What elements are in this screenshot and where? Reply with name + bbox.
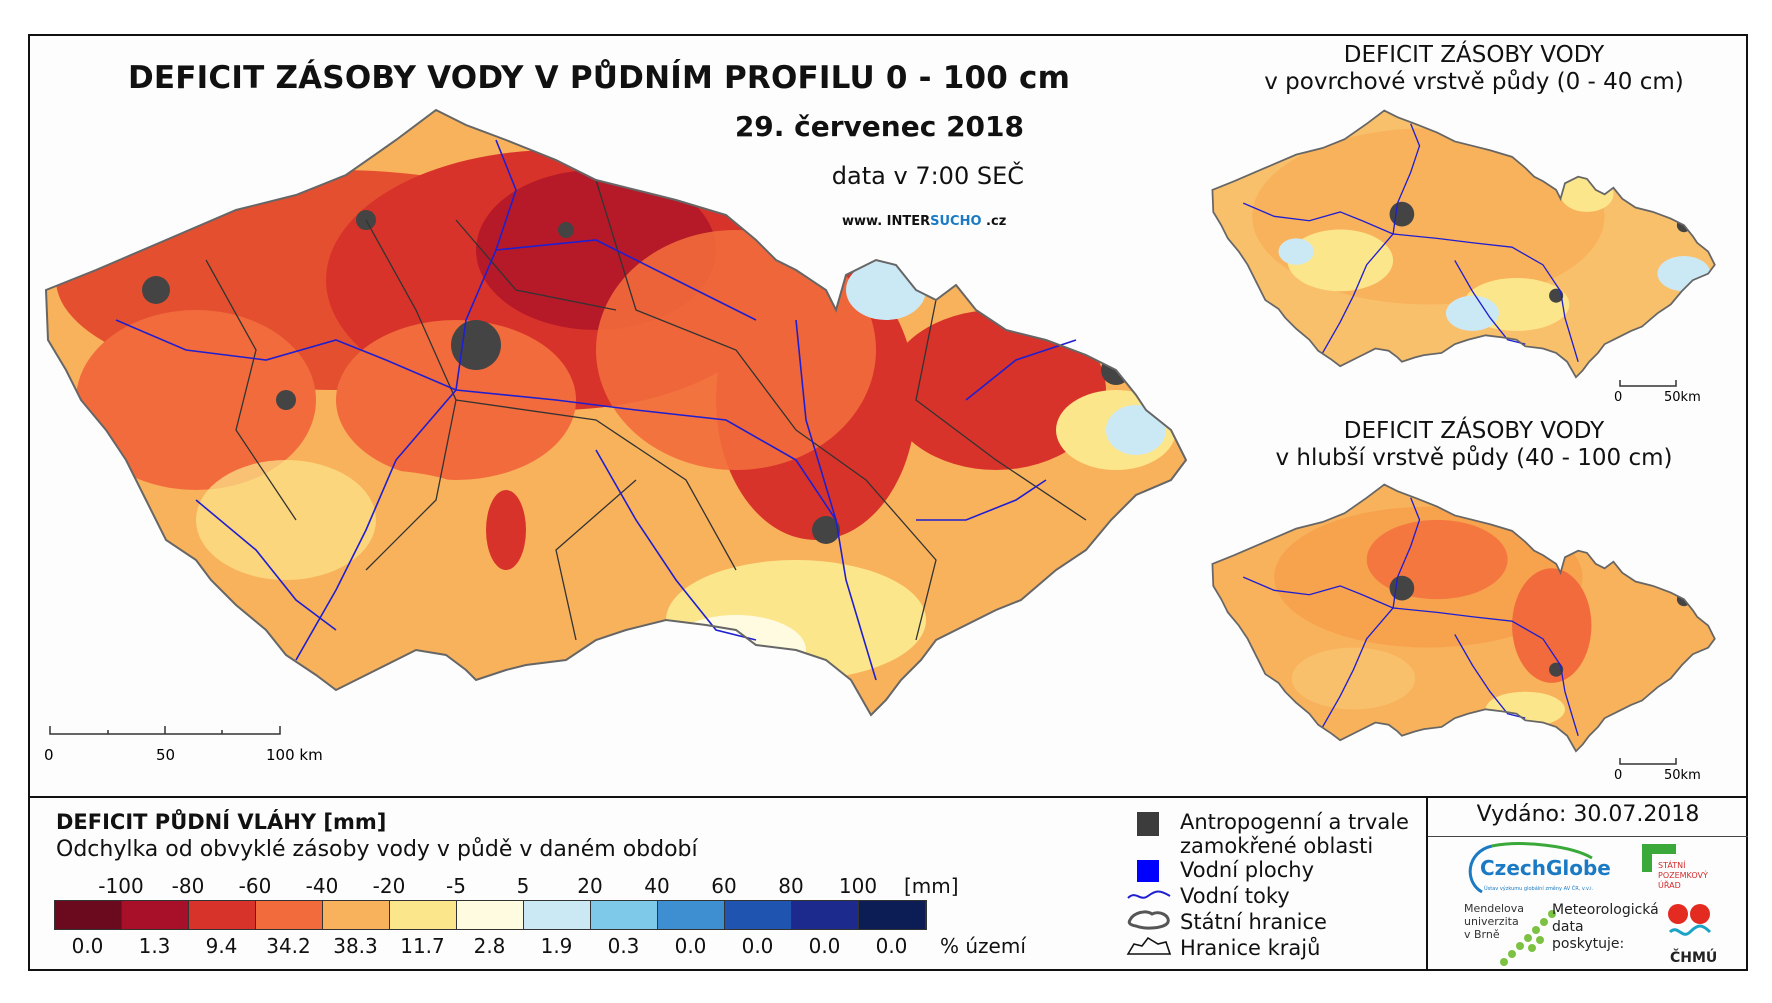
meteo-line-2: data	[1552, 919, 1584, 935]
legend-color-2	[189, 901, 256, 929]
issued-date: Vydáno: 30.07.2018	[1476, 802, 1700, 827]
inset-bottom-scale: 0 50km	[1614, 758, 1701, 783]
legend-percentage: 0.0	[875, 934, 908, 958]
main-scale-bar	[49, 726, 281, 735]
legend-tick: -60	[238, 874, 272, 898]
legend-percentage: 9.4	[205, 934, 238, 958]
legend-tick: -80	[171, 874, 205, 898]
legend-tick: 40	[644, 874, 670, 898]
legend-percentage: 38.3	[333, 934, 378, 958]
meteo-line-1: Meteorologická	[1552, 902, 1659, 918]
inset-top-title: DEFICIT ZÁSOBY VODY v povrchové vrstvě p…	[1214, 42, 1734, 96]
legend-color-6	[457, 901, 524, 929]
legend-color-9	[658, 901, 725, 929]
region-border-icon	[1126, 936, 1172, 955]
main-scale-100: 100 km	[266, 746, 323, 764]
spu-line-1: STÁTNÍ	[1658, 859, 1686, 870]
website-label[interactable]: www. INTERSUCHO .cz	[842, 214, 1006, 229]
website-highlight: SUCHO	[930, 214, 982, 229]
water-bodies-swatch	[1137, 860, 1159, 882]
inset-bottom-title: DEFICIT ZÁSOBY VODY v hlubší vrstvě půdy…	[1214, 418, 1734, 472]
website-prefix: www. INTER	[842, 214, 931, 229]
legend-tick: 20	[577, 874, 603, 898]
water-bodies-label: Vodní plochy	[1180, 858, 1315, 882]
anthropogenic-swatch	[1137, 812, 1159, 836]
spu-logo: STÁTNÍ POZEMKOVÝ ÚŘAD	[1642, 844, 1708, 890]
legend-percentage: 0.0	[741, 934, 774, 958]
legend-color-10	[725, 901, 792, 929]
legend-tick: -5	[446, 874, 466, 898]
inset-bottom-scale-0: 0	[1614, 768, 1622, 783]
rivers-label: Vodní toky	[1180, 884, 1290, 908]
legend-subtitle: Odchylka od obvyklé zásoby vody v půdě v…	[56, 837, 698, 862]
inset-top-scale-0: 0	[1614, 390, 1622, 405]
map-title: DEFICIT ZÁSOBY VODY V PŮDNÍM PROFILU 0 -…	[128, 60, 1071, 96]
legend-colorbar	[54, 900, 927, 930]
legend-color-1	[122, 901, 189, 929]
czechglobe-subtitle: Ústav výzkumu globální změny AV ČR, v.v.…	[1484, 885, 1594, 892]
legend-percentage: 2.8	[473, 934, 506, 958]
legend-divider	[28, 796, 1748, 798]
legend-percent-unit: % území	[940, 934, 1026, 958]
legend-tick: -100	[98, 874, 144, 898]
legend-percentage: 0.3	[607, 934, 640, 958]
czechglobe-logo: CzechGlobe Ústav výzkumu globální změny …	[1468, 842, 1611, 894]
map-time: data v 7:00 SEČ	[831, 162, 1024, 190]
inset-bottom-heading: DEFICIT ZÁSOBY VODY	[1343, 418, 1605, 444]
legend-percentage: 1.3	[138, 934, 171, 958]
inset-top-map	[1211, 109, 1716, 379]
inset-top-scale: 0 50km	[1614, 380, 1701, 405]
main-scale-50: 50	[156, 746, 175, 764]
legend-percentage: 1.9	[540, 934, 573, 958]
anthropogenic-label: Antropogenní a trvale zamokřené oblasti	[1180, 810, 1409, 858]
spu-line-2: POZEMKOVÝ	[1658, 869, 1708, 880]
state-border-icon	[1127, 910, 1170, 930]
main-scale-0: 0	[44, 746, 54, 764]
legend-tick: 80	[778, 874, 804, 898]
inset-top-subheading: v povrchové vrstvě půdy (0 - 40 cm)	[1264, 69, 1684, 95]
legend-percentage: 0.0	[674, 934, 707, 958]
mendelu-line-3: v Brně	[1464, 928, 1500, 941]
map-date: 29. červenec 2018	[734, 110, 1024, 143]
legend-color-5	[390, 901, 457, 929]
chmu-name: ČHMÚ	[1670, 948, 1717, 966]
legend-percentage: 0.0	[71, 934, 104, 958]
legend-tick: 60	[711, 874, 737, 898]
legend-color-0	[55, 901, 122, 929]
legend-color-3	[256, 901, 323, 929]
mendelu-line-2: univerzita	[1464, 915, 1519, 928]
main-map: 0 50 100 km	[44, 108, 1188, 764]
legend-tick: -20	[372, 874, 406, 898]
website-suffix: .cz	[981, 214, 1007, 229]
legend-tick: 5	[516, 874, 530, 898]
meteo-logo: Meteorologická data poskytuje: ČHMÚ	[1552, 902, 1717, 966]
inset-bottom-scale-50: 50km	[1664, 768, 1701, 783]
legend-percentage: 11.7	[400, 934, 445, 958]
inset-bottom-map	[1211, 483, 1716, 753]
issued-divider	[1428, 836, 1748, 837]
legend-color-12	[859, 901, 926, 929]
inset-top-heading: DEFICIT ZÁSOBY VODY	[1343, 42, 1605, 68]
rivers-icon	[1127, 890, 1171, 899]
legend-color-7	[524, 901, 591, 929]
legend-tick: -40	[305, 874, 339, 898]
legend-color-4	[323, 901, 390, 929]
mendelu-logo: Mendelova univerzita v Brně	[1464, 902, 1556, 966]
logo-divider	[1426, 796, 1428, 971]
mendelu-line-1: Mendelova	[1464, 902, 1524, 915]
legend-color-11	[792, 901, 859, 929]
legend-unit: [mm]	[904, 874, 959, 898]
inset-bottom-subheading: v hlubší vrstvě půdy (40 - 100 cm)	[1275, 445, 1673, 471]
meteo-line-3: poskytuje:	[1552, 936, 1624, 952]
legend-percentage: 0.0	[808, 934, 841, 958]
region-border-label: Hranice krajů	[1180, 936, 1321, 960]
legend-percentage: 34.2	[266, 934, 311, 958]
spu-line-3: ÚŘAD	[1658, 879, 1681, 890]
state-border-label: Státní hranice	[1180, 910, 1327, 934]
czechglobe-name: CzechGlobe	[1480, 856, 1611, 880]
legend-tick: 100	[838, 874, 878, 898]
legend-title: DEFICIT PŮDNÍ VLÁHY [mm]	[56, 810, 387, 834]
inset-top-scale-50: 50km	[1664, 390, 1701, 405]
legend-color-8	[591, 901, 658, 929]
